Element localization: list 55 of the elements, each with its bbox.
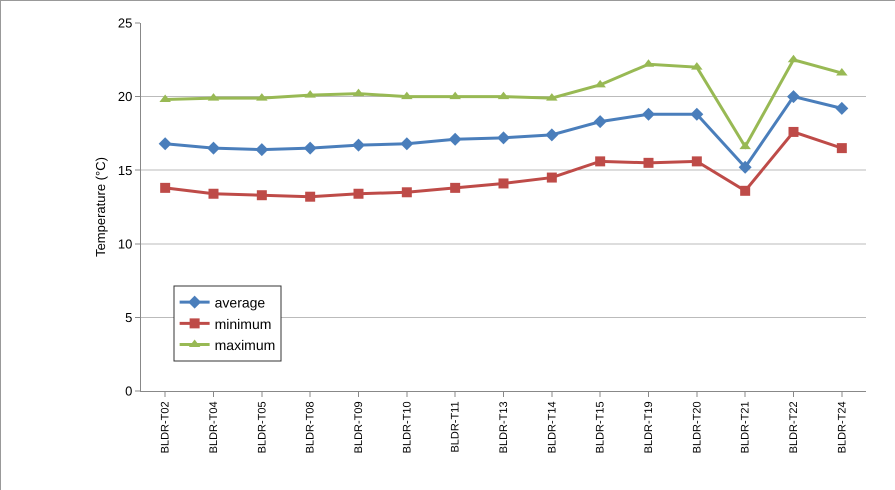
x-tick-label: BLDR-T14 bbox=[546, 401, 558, 454]
x-tick-label: BLDR-T04 bbox=[208, 401, 220, 454]
y-tick-label: 10 bbox=[118, 236, 132, 252]
x-tick-label: BLDR-T15 bbox=[594, 401, 607, 454]
point bbox=[255, 143, 268, 156]
x-tick-label: BLDR-T11 bbox=[450, 401, 462, 453]
point bbox=[545, 128, 558, 142]
point bbox=[498, 178, 508, 188]
x-tick-label: BLDR-T21 bbox=[740, 401, 752, 454]
legend-label: minimum bbox=[214, 316, 272, 332]
point bbox=[256, 190, 267, 200]
y-tick-label: 5 bbox=[125, 310, 132, 325]
point bbox=[354, 188, 364, 199]
x-tick-label: BLDR-T09 bbox=[353, 401, 366, 454]
y-tick-label: 20 bbox=[118, 89, 132, 104]
point bbox=[450, 182, 460, 193]
point bbox=[787, 90, 800, 104]
point bbox=[595, 156, 606, 166]
point bbox=[642, 108, 655, 121]
point bbox=[158, 137, 172, 150]
point bbox=[836, 143, 847, 154]
point bbox=[448, 132, 462, 146]
y-axis-title: Temperature (°C) bbox=[93, 157, 108, 257]
x-tick-label: BLDR-T05 bbox=[256, 401, 268, 454]
point bbox=[352, 138, 365, 152]
y-tick-label: 15 bbox=[118, 162, 132, 178]
point bbox=[692, 156, 702, 166]
y-tick-label: 0 bbox=[125, 384, 132, 399]
x-tick-label: BLDR-T19 bbox=[643, 401, 656, 454]
point bbox=[160, 182, 170, 193]
point bbox=[305, 192, 316, 202]
point bbox=[594, 115, 607, 128]
point bbox=[207, 142, 220, 155]
point bbox=[497, 131, 510, 144]
x-tick-label: BLDR-T13 bbox=[498, 401, 510, 454]
point bbox=[546, 172, 557, 183]
point bbox=[740, 186, 750, 196]
legend-label: maximum bbox=[214, 337, 276, 354]
legend-label: average bbox=[214, 294, 266, 311]
point bbox=[644, 158, 654, 168]
x-tick-label: BLDR-T24 bbox=[836, 401, 848, 454]
x-tick-label: BLDR-T20 bbox=[691, 401, 704, 454]
point bbox=[402, 187, 412, 198]
point bbox=[690, 108, 704, 121]
x-tick-label: BLDR-T08 bbox=[304, 401, 317, 454]
x-tick-label: BLDR-T10 bbox=[401, 401, 414, 454]
x-tick-label: BLDR-T22 bbox=[788, 401, 800, 454]
x-tick-label: BLDR-T02 bbox=[160, 401, 172, 454]
point bbox=[788, 126, 798, 137]
point bbox=[738, 160, 752, 174]
point bbox=[208, 188, 218, 199]
point bbox=[304, 142, 317, 155]
point bbox=[835, 102, 848, 115]
point bbox=[400, 137, 414, 150]
y-tick-label: 25 bbox=[118, 16, 132, 31]
